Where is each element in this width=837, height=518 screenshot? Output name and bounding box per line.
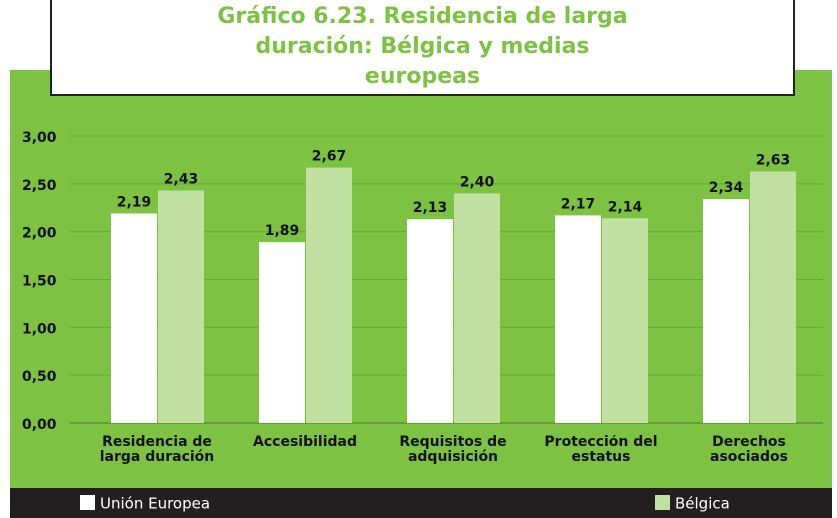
data-label: 2,13 xyxy=(413,200,448,216)
legend-swatch xyxy=(655,495,670,510)
data-label: 2,63 xyxy=(756,152,791,168)
legend-label: Unión Europea xyxy=(100,495,210,513)
chart-title: Gráfico 6.23. Residencia de larga duraci… xyxy=(50,0,795,96)
legend-label: Bélgica xyxy=(675,495,730,513)
bar xyxy=(306,167,352,423)
data-label: 2,43 xyxy=(164,172,199,188)
bar xyxy=(454,193,500,423)
bar xyxy=(555,215,601,423)
data-label: 1,89 xyxy=(265,223,300,239)
y-tick-label: 2,00 xyxy=(22,226,57,242)
x-tick-label-box: Residencia de larga duración xyxy=(99,435,215,466)
y-tick-label: 1,00 xyxy=(22,321,57,337)
x-tick-label: Requisitos de adquisición xyxy=(399,435,507,466)
data-label: 2,34 xyxy=(709,180,744,196)
y-tick-label: 0,50 xyxy=(22,369,57,385)
x-tick-label-box: Protección del estatus xyxy=(544,435,658,466)
x-tick-label: Accesibilidad xyxy=(253,435,357,450)
legend-swatch xyxy=(80,495,95,510)
data-label: 2,67 xyxy=(312,149,347,165)
bar xyxy=(111,213,157,423)
bar xyxy=(407,219,453,423)
x-tick-label: Residencia de larga duración xyxy=(99,435,215,466)
y-tick-label: 0,00 xyxy=(22,417,57,433)
x-tick-label: Protección del estatus xyxy=(544,435,658,466)
bar xyxy=(259,242,305,423)
y-tick-label: 1,50 xyxy=(22,274,57,290)
y-tick-label: 3,00 xyxy=(22,130,57,146)
x-tick-label-box: Requisitos de adquisición xyxy=(399,435,507,466)
legend-bar xyxy=(10,488,832,518)
bar xyxy=(750,171,796,423)
bar xyxy=(158,190,204,423)
x-tick-label: Derechos asociados xyxy=(710,435,788,466)
x-tick-label-box: Accesibilidad xyxy=(253,435,357,450)
data-label: 2,17 xyxy=(561,196,596,212)
x-tick-label-box: Derechos asociados xyxy=(710,435,788,466)
y-tick-label: 2,50 xyxy=(22,178,57,194)
data-label: 2,40 xyxy=(460,174,495,190)
data-label: 2,19 xyxy=(117,194,152,210)
data-label: 2,14 xyxy=(608,199,643,215)
bar xyxy=(602,218,648,423)
bar xyxy=(703,199,749,423)
